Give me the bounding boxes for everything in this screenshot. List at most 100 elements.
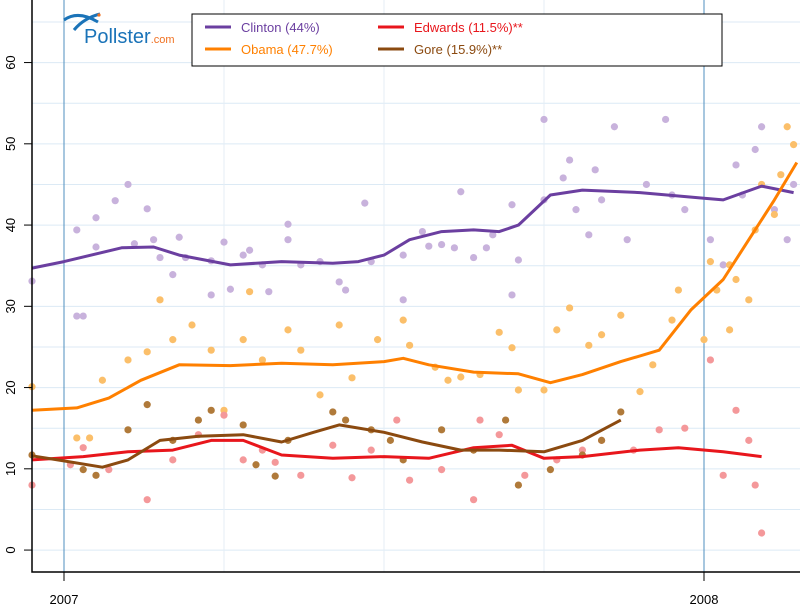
- legend-label: Clinton (44%): [241, 20, 320, 35]
- legend: Clinton (44%) Obama (47.7%) Edwards (11.5%…: [191, 13, 723, 67]
- data-point: [674, 286, 683, 294]
- legend-label: Obama (47.7%): [241, 42, 333, 57]
- trend-line: [31, 161, 799, 412]
- data-point: [374, 336, 382, 344]
- data-point: [105, 466, 113, 474]
- data-point: [457, 373, 465, 381]
- data-point: [783, 236, 791, 244]
- data-point: [169, 456, 177, 464]
- data-point: [476, 416, 484, 424]
- data-point: [559, 174, 567, 182]
- trend-line: [31, 438, 762, 462]
- legend-box: [191, 13, 723, 67]
- data-point: [150, 236, 158, 244]
- data-point: [700, 336, 708, 344]
- data-point: [642, 180, 651, 189]
- data-point: [598, 196, 606, 204]
- x-tick-label: 2007: [50, 592, 79, 607]
- x-tick-label: 2008: [690, 592, 719, 607]
- data-point: [226, 285, 234, 293]
- data-point: [329, 441, 337, 449]
- data-point: [124, 356, 132, 364]
- data-point: [406, 476, 414, 484]
- data-point: [732, 275, 740, 284]
- data-point: [514, 481, 523, 489]
- data-point: [258, 356, 266, 364]
- data-point: [418, 227, 426, 236]
- data-point: [98, 376, 106, 384]
- data-point: [598, 436, 606, 444]
- data-point: [790, 180, 798, 189]
- legend-label: Edwards (11.5%)**: [414, 20, 523, 35]
- data-point: [655, 426, 663, 434]
- data-point: [79, 466, 87, 474]
- data-point: [706, 356, 715, 364]
- data-point: [540, 115, 548, 124]
- data-point: [284, 220, 292, 228]
- data-point: [124, 426, 132, 434]
- data-point: [751, 145, 759, 154]
- data-point: [92, 214, 100, 222]
- data-point: [668, 316, 676, 324]
- data-point: [745, 436, 753, 444]
- data-point: [777, 171, 785, 179]
- data-point: [706, 236, 715, 244]
- data-point: [636, 388, 644, 396]
- data-point: [758, 123, 766, 131]
- data-point: [239, 251, 247, 259]
- grid: [32, 0, 800, 572]
- trend-line: [31, 184, 794, 270]
- data-point: [610, 123, 619, 131]
- data-point: [329, 408, 337, 416]
- data-point: [194, 416, 202, 424]
- data-point: [623, 236, 631, 244]
- data-point: [367, 446, 375, 454]
- data-point: [598, 331, 606, 339]
- data-point: [220, 411, 228, 419]
- data-point: [111, 197, 119, 205]
- data-point: [617, 311, 625, 319]
- data-point: [521, 471, 529, 479]
- data-point: [540, 386, 548, 394]
- data-point: [662, 115, 670, 124]
- data-point: [175, 233, 183, 241]
- data-point: [271, 472, 279, 480]
- data-point: [73, 434, 81, 442]
- data-point: [239, 336, 247, 344]
- data-point: [470, 253, 478, 262]
- data-point: [470, 496, 478, 504]
- data-point: [386, 436, 394, 444]
- data-point: [361, 199, 369, 207]
- data-point: [284, 326, 292, 334]
- data-point: [758, 529, 766, 537]
- data-point: [719, 261, 727, 269]
- data-point: [73, 226, 81, 234]
- data-point: [745, 296, 753, 304]
- data-point: [732, 406, 740, 414]
- data-point: [508, 344, 516, 352]
- data-point: [681, 206, 689, 214]
- logo-swoosh-icon: [63, 12, 101, 31]
- data-point: [495, 328, 503, 336]
- data-point: [265, 288, 273, 296]
- data-point: [92, 471, 100, 479]
- logo-text: Pollster.com: [84, 26, 175, 48]
- data-point: [156, 296, 164, 304]
- data-point: [188, 321, 196, 329]
- data-point: [335, 321, 343, 329]
- logo-dot-icon: [97, 13, 101, 17]
- y-tick-label: 60: [3, 55, 18, 69]
- data-point: [342, 416, 350, 424]
- data-point: [751, 481, 759, 489]
- data-point: [239, 456, 247, 464]
- data-point: [79, 444, 87, 452]
- data-point: [207, 406, 215, 414]
- data-point: [495, 431, 503, 439]
- data-point: [220, 238, 228, 246]
- y-tick-label: 50: [3, 137, 18, 151]
- plot-frame: [31, 0, 800, 573]
- data-point: [681, 424, 689, 432]
- data-point: [271, 458, 279, 466]
- data-point: [335, 278, 343, 286]
